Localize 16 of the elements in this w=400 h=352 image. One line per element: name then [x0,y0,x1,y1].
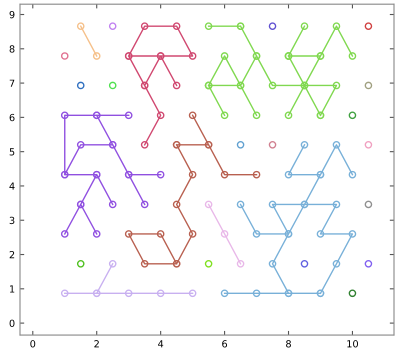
x-tick-label: 8 [286,340,291,348]
x-tick-label: 6 [222,340,228,348]
y-tick-label: 9 [10,10,14,18]
y-tick-label: 1 [10,285,14,293]
x-tick-label: 2 [94,340,99,348]
y-tick-label: 4 [9,182,15,190]
x-tick-label: 4 [158,340,164,348]
y-tick-label: 0 [10,320,14,327]
y-tick-label: 8 [10,45,14,53]
y-tick-label: 5 [10,148,14,156]
x-tick-label: 10 [347,340,358,348]
y-tick-label: 3 [10,216,14,224]
y-tick-label: 6 [10,114,15,122]
y-tick-label: 7 [10,80,14,87]
y-tick-label: 2 [10,251,14,258]
x-tick-label: 0 [30,340,36,348]
